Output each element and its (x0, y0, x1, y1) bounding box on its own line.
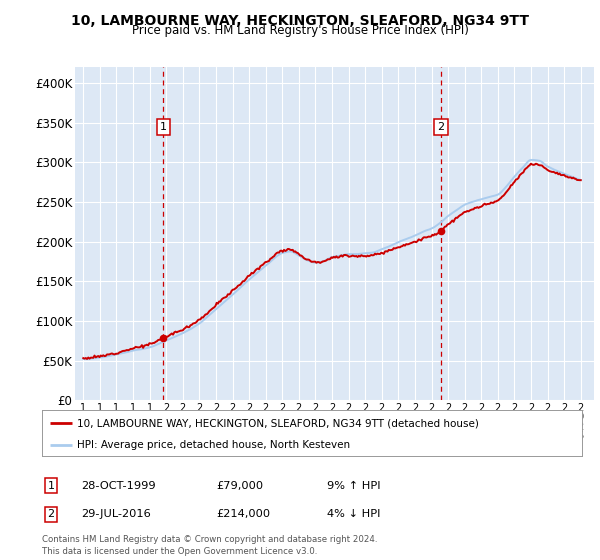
Text: 2: 2 (47, 509, 55, 519)
Text: HPI: Average price, detached house, North Kesteven: HPI: Average price, detached house, Nort… (77, 440, 350, 450)
Text: 1: 1 (160, 122, 167, 132)
Text: 10, LAMBOURNE WAY, HECKINGTON, SLEAFORD, NG34 9TT: 10, LAMBOURNE WAY, HECKINGTON, SLEAFORD,… (71, 14, 529, 28)
Text: £214,000: £214,000 (216, 509, 270, 519)
Text: Contains HM Land Registry data © Crown copyright and database right 2024.
This d: Contains HM Land Registry data © Crown c… (42, 535, 377, 556)
Text: 1: 1 (47, 480, 55, 491)
Text: 28-OCT-1999: 28-OCT-1999 (81, 480, 155, 491)
Text: 2: 2 (437, 122, 445, 132)
Text: £79,000: £79,000 (216, 480, 263, 491)
Text: 29-JUL-2016: 29-JUL-2016 (81, 509, 151, 519)
Text: 10, LAMBOURNE WAY, HECKINGTON, SLEAFORD, NG34 9TT (detached house): 10, LAMBOURNE WAY, HECKINGTON, SLEAFORD,… (77, 418, 479, 428)
Text: 4% ↓ HPI: 4% ↓ HPI (327, 509, 380, 519)
Text: 9% ↑ HPI: 9% ↑ HPI (327, 480, 380, 491)
Text: Price paid vs. HM Land Registry's House Price Index (HPI): Price paid vs. HM Land Registry's House … (131, 24, 469, 37)
